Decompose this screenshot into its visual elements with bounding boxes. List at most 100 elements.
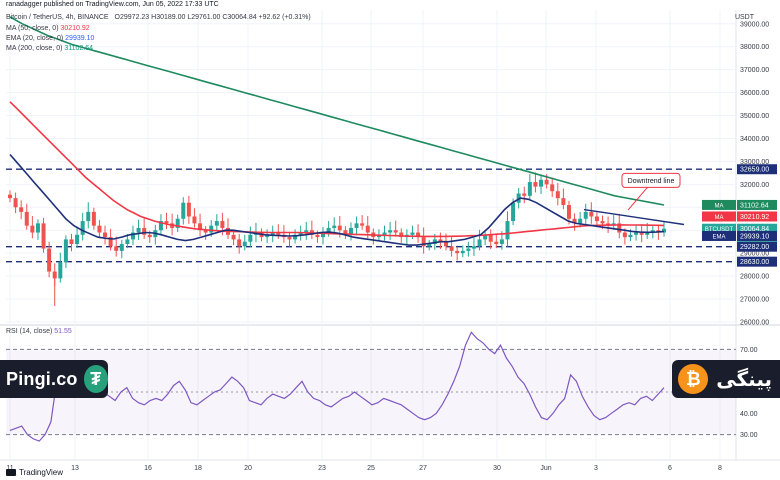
- annotation-pointer: [627, 184, 651, 211]
- candle-body: [63, 239, 68, 263]
- level-tag-resistance: [737, 164, 777, 175]
- candle-body: [293, 234, 298, 240]
- candle-body: [466, 248, 471, 251]
- ma50-legend[interactable]: MA (50, close, 0) 30210.92: [6, 25, 90, 32]
- level-label-support-upper: 29282.00: [740, 244, 769, 251]
- candle-body: [388, 230, 393, 233]
- candle-body: [52, 271, 57, 279]
- candle-body: [58, 262, 63, 279]
- price-tag-value: 31102.64: [740, 202, 769, 209]
- candle-body: [399, 232, 404, 238]
- price-tick-label: 32000.00: [740, 182, 769, 189]
- pingi-text: Pingi.co: [6, 368, 78, 389]
- rsi-tick-label: 70.00: [740, 347, 758, 354]
- candle-body: [494, 241, 499, 244]
- time-tick-label: 3: [594, 465, 598, 472]
- price-tag-name: BTCUSDT: [705, 227, 734, 233]
- pingi-brand-left: Pingi.co ₮: [0, 360, 108, 398]
- candle-body: [516, 193, 521, 203]
- candle-body: [511, 202, 516, 222]
- candle-body: [304, 230, 309, 233]
- candle-body: [483, 234, 488, 240]
- price-tag-value: 30064.84: [740, 226, 769, 233]
- candle-body: [321, 232, 326, 238]
- candle-body: [209, 225, 214, 233]
- time-tick-label: 23: [318, 465, 326, 472]
- price-tick-label: 35000.00: [740, 113, 769, 120]
- candle-body: [80, 221, 85, 235]
- price-tag-name-bg: [702, 230, 736, 241]
- candle-body: [248, 234, 253, 242]
- ma200-label: MA (200, close, 0): [6, 45, 63, 52]
- ma50-value: 30210.92: [60, 25, 90, 32]
- candle-body: [276, 232, 281, 235]
- time-tick-label: 25: [367, 465, 375, 472]
- price-tag-name-bg: [702, 223, 736, 234]
- ema20-value: 29939.10: [65, 35, 95, 42]
- candle-body: [622, 232, 627, 238]
- price-tick-label: 34000.00: [740, 136, 769, 143]
- candle-body: [237, 239, 242, 247]
- tradingview-logo[interactable]: TradingView: [6, 468, 63, 477]
- rsi-tick-label: 30.00: [740, 432, 758, 439]
- candle-body: [449, 246, 454, 251]
- price-tick-label: 29000.00: [740, 251, 769, 258]
- candle-body: [488, 234, 493, 242]
- time-tick-label: 16: [144, 465, 152, 472]
- candle-body: [544, 179, 549, 185]
- candle-body: [578, 218, 583, 224]
- downtrend-line: [583, 208, 685, 226]
- symbol-name[interactable]: Bitcoin / TetherUS, 4h, BINANCE: [6, 14, 109, 21]
- candle-body: [114, 246, 119, 251]
- tradingview-text: TradingView: [19, 468, 64, 477]
- candle-body: [91, 211, 96, 226]
- rsi-value: 51.55: [54, 328, 72, 335]
- price-tick-label: 36000.00: [740, 90, 769, 97]
- ema20-line: [9, 153, 665, 246]
- candle-body: [119, 244, 124, 251]
- candle-body: [298, 232, 303, 235]
- candle-body: [438, 239, 443, 242]
- candle-body: [186, 202, 191, 217]
- price-tag-ma: [702, 199, 777, 210]
- rsi-line: [9, 331, 665, 442]
- candle-body: [164, 221, 169, 224]
- price-tag-name-bg: [702, 211, 736, 222]
- time-tick-label: 18: [194, 465, 202, 472]
- price-tick-label: 33000.00: [740, 159, 769, 166]
- rsi-legend[interactable]: RSI (14, close) 51.55: [6, 328, 72, 335]
- candle-body: [97, 225, 102, 233]
- price-tag-value: 30210.92: [740, 214, 769, 221]
- candle-body: [125, 239, 130, 244]
- candle-body: [147, 234, 152, 238]
- candle-body: [561, 198, 566, 205]
- time-tick-label: 8: [718, 465, 722, 472]
- ma50-label: MA (50, close, 0): [6, 25, 59, 32]
- ma200-legend[interactable]: MA (200, close, 0) 31102.64: [6, 45, 93, 52]
- candle-body: [332, 225, 337, 228]
- candle-body: [617, 223, 622, 233]
- candle-body: [315, 234, 320, 238]
- rsi-label: RSI (14, close): [6, 328, 53, 335]
- level-tag-support-lower: [737, 256, 777, 267]
- candle-body: [24, 211, 29, 226]
- candle-body: [47, 248, 52, 272]
- candle-body: [566, 205, 571, 219]
- ema20-legend[interactable]: EMA (20, close, 0) 29939.10: [6, 35, 94, 42]
- price-tick-label: 26000.00: [740, 320, 769, 327]
- pingi-brand-right: ₿ پینگی: [672, 360, 780, 398]
- candle-body: [181, 202, 186, 219]
- candle-body: [505, 221, 510, 240]
- price-tick-label: 39000.00: [740, 21, 769, 28]
- price-tick-label: 27000.00: [740, 297, 769, 304]
- price-tag-ema: [702, 230, 777, 241]
- time-tick-label: Jun: [540, 465, 551, 472]
- price-tag-name: MA: [715, 203, 724, 209]
- candle-body: [432, 239, 437, 244]
- candle-body: [175, 218, 180, 228]
- candle-body: [265, 234, 270, 238]
- candle-body: [628, 234, 633, 238]
- rsi-tick-label: 40.00: [740, 411, 758, 418]
- candle-body: [594, 216, 599, 222]
